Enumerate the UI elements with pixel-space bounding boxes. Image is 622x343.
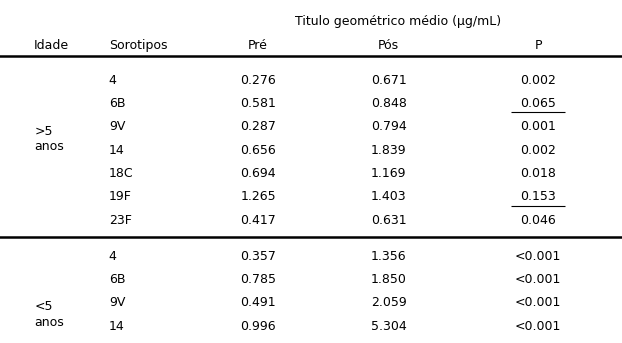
Text: 4: 4	[109, 250, 117, 263]
Text: Pós: Pós	[378, 39, 399, 52]
Text: 0.996: 0.996	[240, 320, 276, 333]
Text: 0.785: 0.785	[240, 273, 276, 286]
Text: anos: anos	[34, 316, 64, 329]
Text: 14: 14	[109, 144, 124, 157]
Text: 0.153: 0.153	[520, 190, 556, 203]
Text: 6B: 6B	[109, 97, 126, 110]
Text: 1.169: 1.169	[371, 167, 407, 180]
Text: 9V: 9V	[109, 120, 125, 133]
Text: 0.046: 0.046	[520, 214, 556, 227]
Text: 1.850: 1.850	[371, 273, 407, 286]
Text: 0.287: 0.287	[240, 120, 276, 133]
Text: <0.001: <0.001	[515, 250, 561, 263]
Text: Idade: Idade	[34, 39, 69, 52]
Text: 18C: 18C	[109, 167, 134, 180]
Text: 0.001: 0.001	[520, 120, 556, 133]
Text: 14: 14	[109, 320, 124, 333]
Text: 0.491: 0.491	[240, 296, 276, 309]
Text: 6B: 6B	[109, 273, 126, 286]
Text: Sorotipos: Sorotipos	[109, 39, 167, 52]
Text: 1.403: 1.403	[371, 190, 407, 203]
Text: <0.001: <0.001	[515, 320, 561, 333]
Text: 0.631: 0.631	[371, 214, 407, 227]
Text: 0.581: 0.581	[240, 97, 276, 110]
Text: 0.276: 0.276	[240, 74, 276, 87]
Text: 4: 4	[109, 74, 117, 87]
Text: 0.002: 0.002	[520, 144, 556, 157]
Text: >5: >5	[34, 125, 53, 138]
Text: Pré: Pré	[248, 39, 268, 52]
Text: 0.417: 0.417	[240, 214, 276, 227]
Text: 9V: 9V	[109, 296, 125, 309]
Text: 0.656: 0.656	[240, 144, 276, 157]
Text: <0.001: <0.001	[515, 273, 561, 286]
Text: 0.848: 0.848	[371, 97, 407, 110]
Text: 1.839: 1.839	[371, 144, 407, 157]
Text: 2.059: 2.059	[371, 296, 407, 309]
Text: anos: anos	[34, 140, 64, 153]
Text: 0.002: 0.002	[520, 74, 556, 87]
Text: <0.001: <0.001	[515, 296, 561, 309]
Text: 1.265: 1.265	[240, 190, 276, 203]
Text: 0.065: 0.065	[520, 97, 556, 110]
Text: 0.671: 0.671	[371, 74, 407, 87]
Text: 5.304: 5.304	[371, 320, 407, 333]
Text: P: P	[534, 39, 542, 52]
Text: Titulo geométrico médio (μg/mL): Titulo geométrico médio (μg/mL)	[295, 15, 501, 28]
Text: 23F: 23F	[109, 214, 132, 227]
Text: 1.356: 1.356	[371, 250, 407, 263]
Text: 19F: 19F	[109, 190, 132, 203]
Text: <5: <5	[34, 300, 53, 314]
Text: 0.694: 0.694	[240, 167, 276, 180]
Text: 0.794: 0.794	[371, 120, 407, 133]
Text: 0.357: 0.357	[240, 250, 276, 263]
Text: 0.018: 0.018	[520, 167, 556, 180]
